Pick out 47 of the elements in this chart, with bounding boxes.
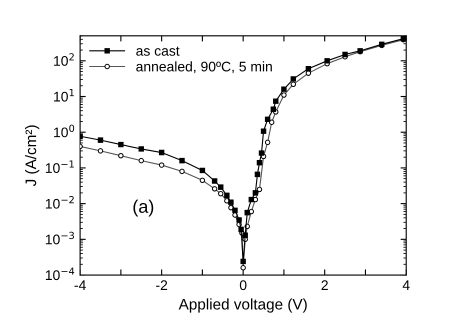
y-tick-label: 10$^{1}$: [54, 89, 74, 102]
x-tick-label: 0: [240, 280, 246, 290]
x-axis-title: Applied voltage (V): [178, 298, 307, 313]
point: [273, 98, 278, 104]
legend-label: annealed, 90ºC, 5 min: [136, 61, 272, 74]
point: [256, 160, 262, 166]
legend-label: as cast: [136, 46, 180, 56]
point: [342, 52, 348, 58]
y-tick-label: 10$^{−1}$: [46, 160, 74, 173]
point: [218, 184, 224, 190]
point: [248, 196, 254, 202]
point: [244, 210, 250, 216]
y-axis-title: J (A/cm²): [25, 125, 40, 186]
point: [242, 232, 248, 238]
y-tick-label: 10$^{2}$: [54, 53, 74, 66]
annotation: (a): [133, 200, 154, 216]
point: [240, 258, 246, 264]
point: [179, 158, 185, 164]
point: [200, 168, 206, 174]
y-tick-label: 10$^{0}$: [54, 124, 74, 138]
point: [260, 128, 266, 134]
point: [290, 76, 296, 82]
point: [118, 142, 124, 148]
point: [98, 137, 104, 143]
point: [252, 190, 258, 196]
point: [264, 116, 270, 122]
y-tick-label: 10$^{−2}$: [46, 196, 74, 209]
y-tick-label: 10$^{−3}$: [46, 232, 74, 244]
x-tick-label: 4: [402, 280, 410, 290]
y-tick-label: 10$^{−4}$: [46, 268, 74, 280]
point: [281, 86, 287, 92]
point: [258, 150, 264, 156]
point: [212, 178, 218, 184]
point: [138, 146, 144, 152]
point: [158, 150, 164, 156]
point: [232, 208, 238, 214]
point: [228, 199, 234, 205]
point: [236, 217, 242, 223]
point: [224, 192, 230, 198]
x-tick-label: 2: [322, 280, 328, 290]
point: [306, 66, 312, 72]
x-tick-label: -4: [74, 280, 86, 290]
point: [254, 172, 260, 178]
point: [238, 226, 244, 232]
point: [270, 106, 276, 112]
x-tick-label: -2: [156, 280, 168, 290]
point: [324, 58, 330, 64]
